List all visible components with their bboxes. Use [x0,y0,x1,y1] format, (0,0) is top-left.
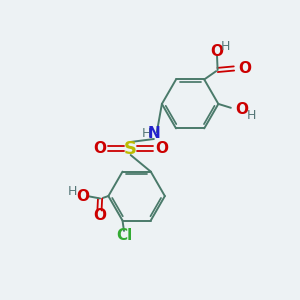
Text: O: O [211,44,224,59]
Text: O: O [238,61,251,76]
Text: N: N [148,126,160,141]
Text: H: H [141,127,151,140]
Text: O: O [155,141,168,156]
Text: O: O [235,102,248,117]
Text: H: H [246,109,256,122]
Text: Cl: Cl [116,228,132,243]
Text: H: H [221,40,230,53]
Text: O: O [94,141,106,156]
Text: S: S [124,140,137,158]
Text: H: H [68,185,77,198]
Text: O: O [93,208,106,223]
Text: O: O [76,189,89,204]
